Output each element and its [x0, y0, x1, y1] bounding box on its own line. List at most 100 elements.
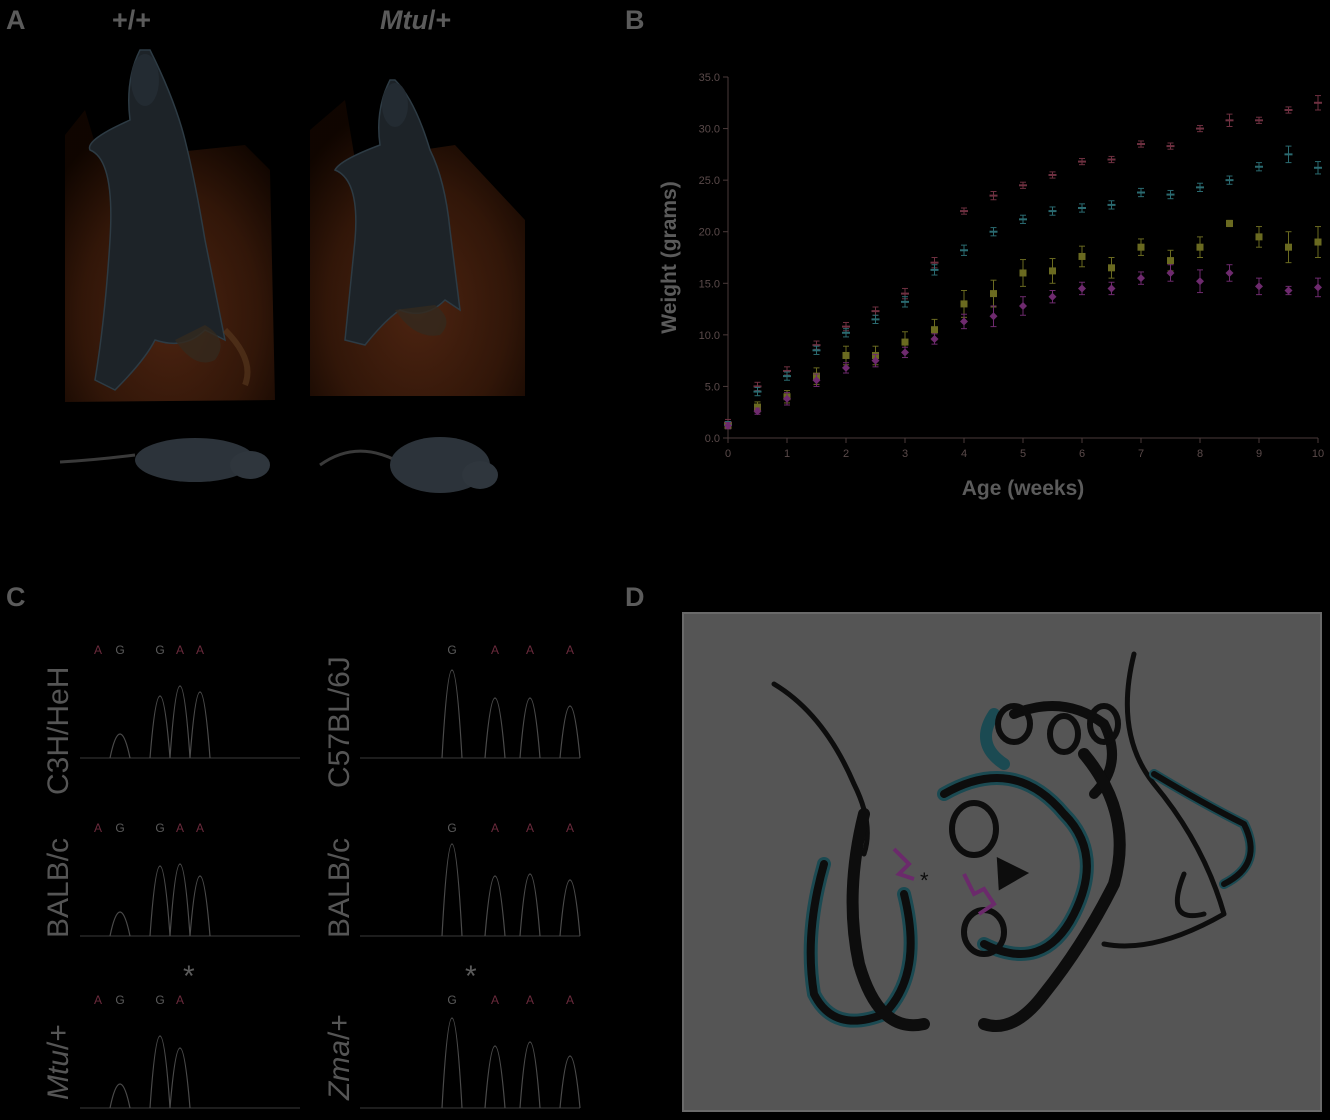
marker-square	[1049, 267, 1056, 275]
base-call-label: A	[176, 993, 184, 1007]
data-point-series-3	[1019, 259, 1027, 287]
base-call-label: G	[447, 821, 456, 835]
marker-square	[960, 300, 968, 308]
marker-diamond	[724, 421, 732, 430]
marker-diamond	[960, 317, 968, 326]
marker-diamond	[842, 363, 850, 372]
data-point-series-2	[901, 296, 909, 308]
chromatogram-peak	[484, 875, 506, 937]
marker-square	[901, 338, 909, 346]
data-point-series-3	[1285, 231, 1292, 264]
data-point-series-4	[989, 305, 998, 328]
chromatogram-peak	[519, 697, 541, 759]
x-tick-label: 4	[961, 448, 967, 460]
data-point-series-4	[1048, 290, 1057, 304]
chromatogram-peak	[149, 1035, 171, 1109]
data-point-series-4	[812, 373, 821, 387]
data-point-series-3	[1078, 245, 1086, 268]
base-call-label: A	[526, 993, 534, 1007]
data-point-series-4	[724, 421, 732, 430]
chromatogram-peak	[169, 863, 191, 937]
y-tick-label: 5.0	[705, 381, 720, 393]
mutant-mouse-top-view	[310, 79, 525, 396]
panel-a-label: A	[6, 5, 26, 35]
marker-diamond	[901, 348, 909, 357]
data-point-series-1	[960, 207, 968, 215]
base-call-label: G	[115, 993, 124, 1007]
y-tick-label: 25.0	[699, 175, 720, 187]
active-site-marker: *	[920, 868, 929, 893]
x-tick-label: 8	[1197, 448, 1203, 460]
sequence-chromatograms: A G G A AA G G A AA G G AG A A AG A A AG A A A	[80, 643, 581, 1109]
base-call-label: A	[566, 643, 574, 657]
mouse-photographs	[59, 49, 525, 493]
chromatogram-peak	[441, 843, 463, 937]
data-point-series-4	[842, 362, 850, 374]
marker-diamond	[753, 407, 762, 416]
data-point-series-2	[930, 264, 939, 276]
data-point-series-4	[1078, 281, 1086, 296]
data-point-series-4	[1284, 285, 1293, 296]
data-point-series-2	[783, 371, 791, 381]
base-call-label: A	[196, 643, 204, 657]
data-point-series-2	[1314, 161, 1322, 175]
base-call-label: G	[115, 643, 124, 657]
y-tick-label: 35.0	[699, 72, 720, 84]
base-call-label: A	[491, 643, 499, 657]
data-point-series-2	[1107, 200, 1116, 210]
chromatogram-peak	[149, 865, 171, 937]
base-call-label: A	[94, 993, 102, 1007]
base-call-label: G	[447, 993, 456, 1007]
mutation-star-mtu: *	[183, 960, 195, 993]
marker-diamond	[783, 394, 791, 403]
data-point-series-4	[871, 353, 880, 368]
data-point-series-2	[1255, 162, 1263, 172]
marker-diamond	[1166, 268, 1175, 277]
data-point-series-1	[1107, 155, 1116, 164]
marker-square	[1167, 257, 1174, 265]
data-point-series-2	[960, 244, 968, 256]
data-point-series-3	[1108, 257, 1115, 279]
data-point-series-4	[901, 346, 909, 359]
data-point-series-4	[1166, 264, 1175, 282]
marker-square	[1285, 243, 1292, 251]
chromatogram-peak	[559, 879, 581, 937]
data-point-series-4	[1137, 271, 1145, 285]
data-point-series-3	[842, 345, 850, 366]
base-call-label: A	[526, 821, 534, 835]
x-tick-label: 0	[725, 448, 731, 460]
base-call-label: A	[176, 821, 184, 835]
y-tick-label: 30.0	[699, 124, 720, 136]
marker-square	[754, 403, 761, 411]
marker-diamond	[1284, 286, 1293, 295]
marker-diamond	[1137, 274, 1145, 283]
marker-square	[1078, 252, 1086, 260]
data-point-series-2	[1166, 189, 1175, 200]
marker-diamond	[1048, 292, 1057, 301]
data-point-series-4	[783, 392, 791, 406]
chromatogram-peak	[149, 695, 171, 759]
data-point-series-1	[1284, 106, 1293, 114]
data-point-series-1	[1314, 95, 1322, 111]
chromatogram-peak	[109, 733, 131, 759]
y-tick-label: 10.0	[699, 330, 720, 342]
base-call-label: A	[526, 643, 534, 657]
data-point-series-3	[1049, 258, 1056, 284]
base-call-label: G	[155, 643, 164, 657]
marker-square	[1019, 269, 1027, 277]
x-tick-label: 1	[784, 448, 790, 460]
base-call-label: G	[447, 643, 456, 657]
data-point-series-2	[842, 328, 850, 338]
mutation-star-zma: *	[465, 960, 477, 993]
data-point-series-4	[1255, 277, 1263, 296]
marker-diamond	[812, 376, 821, 385]
data-point-series-2	[1225, 175, 1234, 185]
y-tick-label: 20.0	[699, 227, 720, 239]
data-point-series-1	[930, 257, 939, 269]
x-tick-label: 3	[902, 448, 908, 460]
